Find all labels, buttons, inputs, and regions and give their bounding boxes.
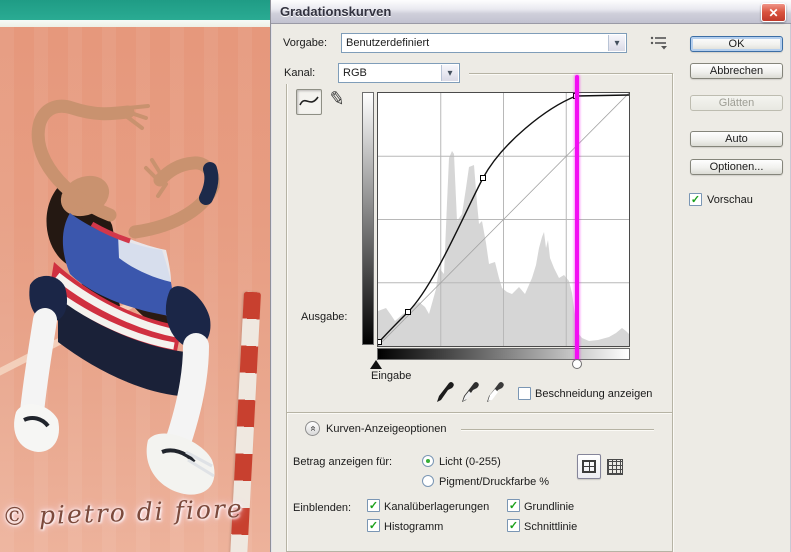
smooth-button-disabled: Glätten bbox=[690, 95, 783, 111]
tone-curve[interactable] bbox=[378, 94, 630, 343]
baseline-checkbox[interactable]: ✓ bbox=[507, 499, 520, 512]
show-clipping-checkbox[interactable] bbox=[518, 387, 531, 400]
player-figure-illustration bbox=[14, 99, 220, 495]
ok-button[interactable]: OK bbox=[690, 36, 783, 52]
intersection-checkbox[interactable]: ✓ bbox=[507, 519, 520, 532]
section-separator bbox=[287, 412, 672, 414]
curve-grid[interactable] bbox=[376, 92, 630, 347]
output-label: Ausgabe: bbox=[301, 311, 348, 323]
curve-icon bbox=[299, 96, 319, 106]
light-radio-label: Licht (0-255) bbox=[439, 456, 501, 468]
curve-plot bbox=[376, 92, 630, 347]
output-gradient-bar bbox=[362, 92, 374, 345]
input-label: Eingabe bbox=[371, 370, 412, 382]
pigment-radio[interactable] bbox=[422, 475, 434, 487]
preset-value: Benutzerdefiniert bbox=[346, 37, 430, 49]
channel-overlays-checkbox[interactable]: ✓ bbox=[367, 499, 380, 512]
histogram-label: Histogramm bbox=[384, 521, 444, 533]
radio-dot bbox=[426, 459, 430, 463]
volleyball-photo: © pietro di fiore bbox=[0, 0, 270, 552]
gray-point-eyedropper-icon[interactable] bbox=[461, 381, 479, 403]
court-green-band bbox=[0, 0, 270, 20]
amount-label: Betrag anzeigen für: bbox=[293, 456, 393, 468]
chevron-down-icon[interactable]: ▾ bbox=[608, 35, 625, 51]
options-header-divider bbox=[461, 429, 654, 431]
show-clipping-label: Beschneidung anzeigen bbox=[535, 388, 653, 400]
pigment-radio-label: Pigment/Druckfarbe % bbox=[439, 476, 550, 488]
channel-label: Kanal: bbox=[284, 67, 316, 79]
input-gradient-bar bbox=[377, 348, 630, 360]
white-input-slider[interactable] bbox=[572, 359, 582, 369]
preset-label: Vorgabe: bbox=[283, 37, 328, 49]
intersection-label: Schnittlinie bbox=[524, 521, 578, 533]
preset-menu-icon[interactable] bbox=[649, 35, 669, 50]
pencil-tool-icon[interactable]: ✎ bbox=[327, 87, 347, 112]
close-icon[interactable]: ✕ bbox=[761, 3, 786, 22]
show-label: Einblenden: bbox=[293, 502, 352, 514]
chevron-up-icon: « bbox=[307, 425, 318, 432]
dialog-title: Gradationskurven bbox=[280, 4, 392, 19]
preset-dropdown[interactable]: Benutzerdefiniert ▾ bbox=[341, 33, 627, 53]
channel-dropdown[interactable]: RGB ▾ bbox=[338, 63, 460, 83]
black-point-eyedropper-icon[interactable] bbox=[436, 381, 454, 403]
preview-label: Vorschau bbox=[707, 194, 753, 206]
quadrant-grid-icon bbox=[582, 460, 596, 473]
cancel-button[interactable]: Abbrechen bbox=[690, 63, 783, 79]
histogram-checkbox[interactable]: ✓ bbox=[367, 519, 380, 532]
auto-button[interactable]: Auto bbox=[690, 131, 783, 147]
court-white-band bbox=[0, 20, 270, 27]
curve-control-point[interactable] bbox=[405, 309, 411, 315]
preview-checkbox[interactable]: ✓ bbox=[689, 193, 702, 206]
chevron-down-icon[interactable]: ▾ bbox=[441, 65, 458, 81]
sample-indicator-line bbox=[575, 75, 579, 363]
options-section-header: Kurven-Anzeigeoptionen bbox=[326, 423, 447, 435]
curve-point-tool-button[interactable] bbox=[296, 89, 322, 115]
baseline-label: Grundlinie bbox=[524, 501, 575, 513]
simple-grid-button[interactable] bbox=[577, 454, 601, 479]
channel-value: RGB bbox=[343, 67, 367, 79]
black-input-slider[interactable] bbox=[370, 360, 382, 369]
light-radio[interactable] bbox=[422, 455, 434, 467]
title-bar[interactable]: Gradationskurven ✕ bbox=[271, 0, 791, 24]
baseline-diagonal bbox=[377, 92, 630, 347]
curve-control-point[interactable] bbox=[376, 339, 382, 345]
collapse-options-button[interactable]: « bbox=[305, 421, 320, 436]
curves-dialog: Gradationskurven ✕ Vorgabe: Benutzerdefi… bbox=[270, 0, 791, 552]
channel-overlays-label: Kanalüberlagerungen bbox=[384, 501, 490, 513]
options-button[interactable]: Optionen... bbox=[690, 159, 783, 175]
white-point-eyedropper-icon[interactable] bbox=[486, 381, 504, 403]
curve-control-point[interactable] bbox=[480, 175, 486, 181]
detailed-grid-button[interactable] bbox=[606, 457, 625, 477]
fine-grid-icon bbox=[607, 459, 623, 475]
